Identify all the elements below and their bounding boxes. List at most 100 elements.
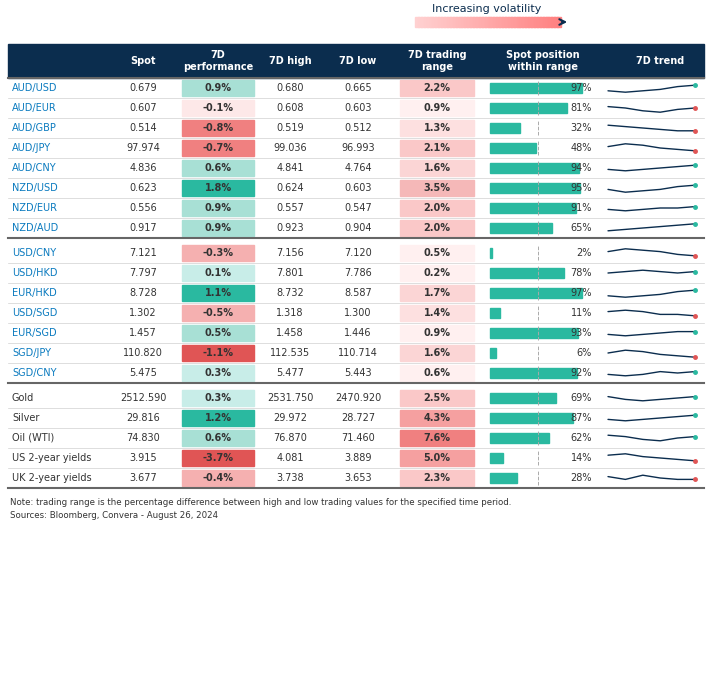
Bar (400, 285, 474, 301)
Text: 92%: 92% (570, 368, 592, 378)
Text: USD/CNY: USD/CNY (12, 248, 56, 258)
Text: 3.677: 3.677 (129, 473, 157, 483)
Bar (400, 180, 474, 196)
Text: 91%: 91% (570, 203, 592, 213)
Text: 7D trading
range: 7D trading range (408, 50, 466, 72)
Text: 76.870: 76.870 (273, 433, 307, 443)
Text: 74.830: 74.830 (126, 433, 160, 443)
Text: 14%: 14% (570, 453, 592, 463)
Bar (502, 17, 506, 27)
Text: 4.764: 4.764 (344, 163, 372, 173)
Text: 8.587: 8.587 (344, 288, 372, 298)
Text: 5.477: 5.477 (276, 368, 304, 378)
Bar (8, 323, 704, 343)
Text: 4.081: 4.081 (276, 453, 304, 463)
Text: 7.797: 7.797 (129, 268, 157, 278)
Text: 0.603: 0.603 (344, 103, 372, 113)
Bar (490, 433, 549, 443)
Text: 95%: 95% (570, 183, 592, 193)
Bar (444, 17, 448, 27)
Bar (453, 17, 456, 27)
Bar (490, 103, 567, 113)
Text: 28.727: 28.727 (341, 413, 375, 423)
Bar (182, 180, 254, 196)
Bar (182, 410, 254, 426)
Bar (548, 17, 553, 27)
Text: 8.728: 8.728 (129, 288, 157, 298)
Bar (438, 17, 442, 27)
Bar (8, 428, 704, 448)
Text: 0.557: 0.557 (276, 203, 304, 213)
Text: 0.9%: 0.9% (204, 203, 231, 213)
Bar (182, 200, 254, 216)
Bar (476, 17, 480, 27)
Bar (8, 118, 704, 138)
Text: 5.475: 5.475 (129, 368, 157, 378)
Text: -1.1%: -1.1% (202, 348, 234, 358)
Bar (473, 17, 477, 27)
Bar (516, 17, 520, 27)
Text: 1.457: 1.457 (129, 328, 157, 338)
Bar (8, 283, 704, 303)
Text: 4.841: 4.841 (276, 163, 304, 173)
Bar (490, 183, 580, 193)
Text: 65%: 65% (570, 223, 592, 233)
Text: 0.519: 0.519 (276, 123, 304, 133)
Text: 0.5%: 0.5% (204, 328, 231, 338)
Bar (490, 143, 535, 153)
Bar (543, 17, 547, 27)
Text: 0.9%: 0.9% (204, 223, 231, 233)
Bar (537, 17, 540, 27)
Bar (429, 17, 434, 27)
Text: AUD/EUR: AUD/EUR (12, 103, 57, 113)
Bar (182, 430, 254, 446)
Bar (8, 263, 704, 283)
Bar (447, 17, 451, 27)
Bar (525, 17, 529, 27)
Text: 1.6%: 1.6% (424, 163, 451, 173)
Text: AUD/USD: AUD/USD (12, 83, 58, 93)
Text: 2470.920: 2470.920 (335, 393, 381, 403)
Bar (531, 17, 535, 27)
Text: 1.6%: 1.6% (424, 348, 451, 358)
Text: 0.624: 0.624 (276, 183, 304, 193)
Bar (441, 17, 445, 27)
Bar (182, 120, 254, 136)
Text: 7.786: 7.786 (344, 268, 372, 278)
Bar (540, 17, 543, 27)
Text: 0.665: 0.665 (344, 83, 372, 93)
Bar (400, 345, 474, 361)
Text: 2.3%: 2.3% (424, 473, 451, 483)
Bar (8, 78, 704, 98)
Text: 81%: 81% (570, 103, 592, 113)
Text: 0.514: 0.514 (129, 123, 157, 133)
Text: 0.9%: 0.9% (424, 328, 451, 338)
Text: 7D low: 7D low (340, 56, 377, 66)
Bar (421, 17, 424, 27)
Text: 1.4%: 1.4% (424, 308, 451, 318)
Text: Oil (WTI): Oil (WTI) (12, 433, 54, 443)
Text: 93%: 93% (570, 328, 592, 338)
Text: 48%: 48% (570, 143, 592, 153)
Text: 97%: 97% (570, 83, 592, 93)
Bar (456, 17, 459, 27)
Text: 7D high: 7D high (268, 56, 311, 66)
Text: EUR/SGD: EUR/SGD (12, 328, 57, 338)
Bar (464, 17, 468, 27)
Bar (490, 288, 582, 298)
Text: SGD/JPY: SGD/JPY (12, 348, 51, 358)
Text: 71.460: 71.460 (341, 433, 375, 443)
Text: Silver: Silver (12, 413, 39, 423)
Bar (8, 388, 704, 408)
Bar (493, 17, 497, 27)
Bar (459, 17, 462, 27)
Text: Increasing volatility: Increasing volatility (432, 4, 542, 14)
Text: US 2-year yields: US 2-year yields (12, 453, 91, 463)
Bar (182, 365, 254, 381)
Text: Sources: Bloomberg, Convera - August 26, 2024: Sources: Bloomberg, Convera - August 26,… (10, 511, 218, 520)
Bar (470, 17, 474, 27)
Bar (505, 17, 509, 27)
Text: 2.0%: 2.0% (424, 203, 451, 213)
Text: 1.3%: 1.3% (424, 123, 451, 133)
Bar (554, 17, 558, 27)
